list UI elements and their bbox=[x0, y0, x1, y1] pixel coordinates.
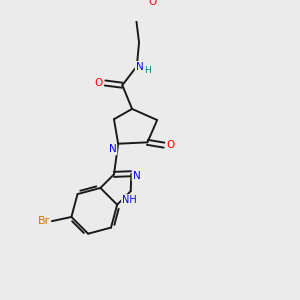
Text: Br: Br bbox=[38, 216, 50, 226]
Text: N: N bbox=[109, 144, 116, 154]
Text: O: O bbox=[95, 78, 103, 88]
Text: O: O bbox=[149, 0, 157, 7]
Text: H: H bbox=[144, 66, 151, 75]
Text: NH: NH bbox=[122, 195, 137, 205]
Text: N: N bbox=[136, 62, 143, 72]
Text: N: N bbox=[133, 171, 140, 181]
Text: O: O bbox=[166, 140, 174, 150]
